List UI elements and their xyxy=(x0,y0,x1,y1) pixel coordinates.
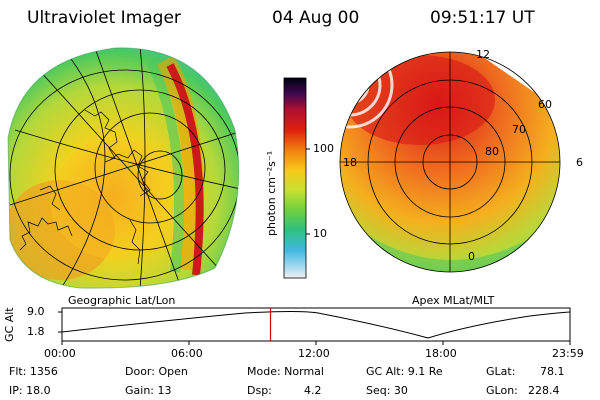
xtick-06: 06:00 xyxy=(171,347,203,360)
colorbar-tick-10: 10 xyxy=(313,227,327,240)
flight-info: Flt: 1356 xyxy=(9,365,58,378)
altitude-plot xyxy=(58,307,571,345)
instrument-title: Ultraviolet Imager xyxy=(27,8,181,28)
glat-value: 78.1 xyxy=(540,365,565,378)
right-panel-label: Apex MLat/MLT xyxy=(412,294,495,307)
gain-info: Gain: 13 xyxy=(125,384,172,397)
dsp-label: Dsp: xyxy=(247,384,272,397)
dsp-value: 4.2 xyxy=(304,384,322,397)
mlat-label-80: 80 xyxy=(485,145,499,158)
mlat-label-70: 70 xyxy=(512,123,526,136)
mlt-label-6: 6 xyxy=(576,156,583,169)
mlt-label-18: 18 xyxy=(343,156,357,169)
glon-value: 228.4 xyxy=(528,384,560,397)
ip-info: IP: 18.0 xyxy=(9,384,51,397)
left-panel-label: Geographic Lat/Lon xyxy=(68,294,176,307)
ytick-1-8: 1.8 xyxy=(27,325,45,338)
gcalt-info: GC Alt: 9.1 Re xyxy=(366,365,443,378)
ytick-9: 9.0 xyxy=(27,305,45,318)
alt-ylabel: GC Alt xyxy=(3,307,16,342)
glat-label: GLat: xyxy=(486,365,516,378)
observation-date: 04 Aug 00 xyxy=(272,8,360,28)
observation-time: 09:51:17 UT xyxy=(430,8,535,28)
xtick-18: 18:00 xyxy=(425,347,457,360)
mlt-label-12: 12 xyxy=(476,48,490,61)
mode-info: Mode: Normal xyxy=(247,365,324,378)
colorbar xyxy=(283,77,310,279)
xtick-2359: 23:59 xyxy=(552,347,584,360)
mlt-label-0: 0 xyxy=(468,250,475,263)
xtick-12: 12:00 xyxy=(298,347,330,360)
colorbar-tick-100: 100 xyxy=(313,142,334,155)
door-info: Door: Open xyxy=(125,365,188,378)
xtick-00: 00:00 xyxy=(44,347,76,360)
glon-label: GLon: xyxy=(486,384,518,397)
seq-info: Seq: 30 xyxy=(366,384,408,397)
mlat-label-60: 60 xyxy=(538,98,552,111)
